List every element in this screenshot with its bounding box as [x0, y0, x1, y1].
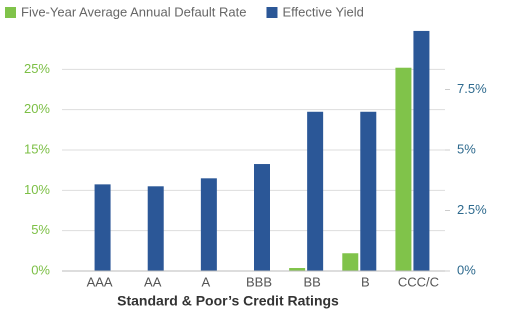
x-tick-label: BB: [303, 274, 320, 289]
bar: [342, 253, 359, 271]
x-tick-label: B: [361, 274, 370, 289]
x-axis-label: Standard & Poor’s Credit Ratings: [117, 293, 339, 309]
bar: [413, 30, 430, 271]
y-tick-label: 15%: [24, 141, 50, 156]
y2-tick-label: 7.5%: [457, 81, 487, 96]
y-tick-label: 20%: [24, 101, 50, 116]
y-tick-label: 25%: [24, 61, 50, 76]
x-tick-label: AA: [144, 274, 162, 289]
x-tick-label: CCC/C: [398, 274, 439, 289]
bar: [200, 178, 217, 271]
y2-tick-label: 2.5%: [457, 202, 487, 217]
legend-label: Effective Yield: [282, 4, 363, 19]
bar: [307, 111, 324, 271]
y-tick-label: 0%: [31, 262, 50, 277]
bar: [254, 164, 270, 271]
bar: [147, 186, 164, 271]
bar: [289, 268, 306, 271]
y-tick-label: 5%: [31, 222, 50, 237]
y2-tick-label: 5%: [457, 141, 476, 156]
bar: [395, 67, 412, 271]
legend-swatch: [266, 7, 278, 18]
y2-tick-label: 0%: [457, 262, 476, 277]
x-tick-label: AAA: [87, 274, 113, 289]
x-tick-label: BBB: [246, 274, 272, 289]
x-tick-label: A: [202, 274, 211, 289]
legend-label: Five-Year Average Annual Default Rate: [21, 4, 246, 19]
bar: [360, 111, 377, 271]
legend-swatch: [5, 7, 16, 18]
y-tick-label: 10%: [24, 182, 50, 197]
bar: [94, 184, 111, 271]
